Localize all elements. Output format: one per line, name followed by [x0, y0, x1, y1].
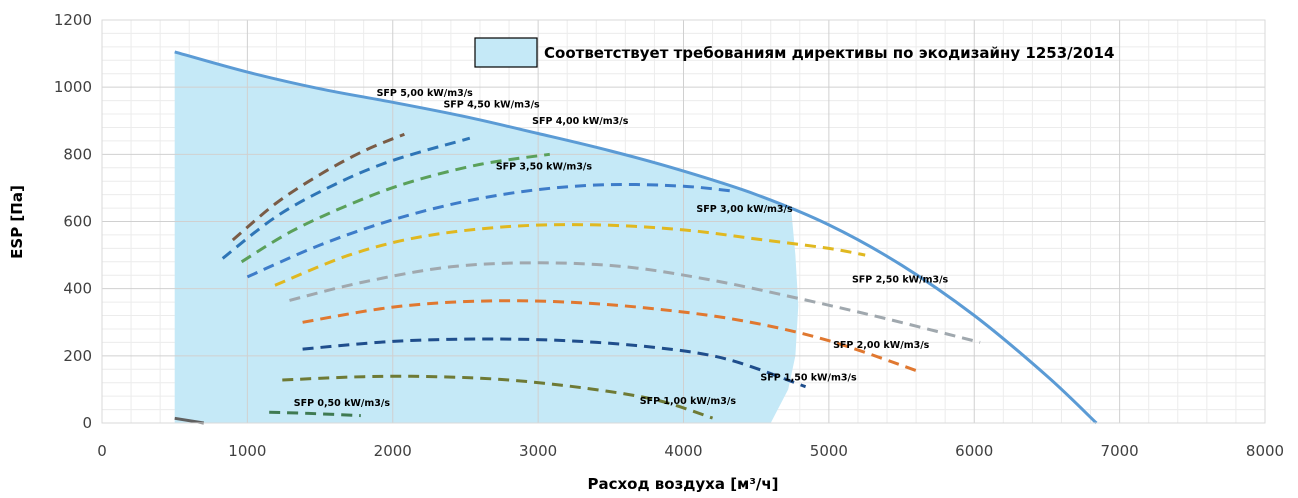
sfp-curve-label: SFP 4,50 kW/m3/s: [443, 99, 540, 110]
sfp-curve: [240, 152, 551, 264]
sfp-curve: [274, 223, 866, 287]
major-gridlines: [102, 20, 1265, 423]
axis-ticks-layer: 0 1000 2000 3000 4000 5000 6000 7000 8000 0 200 400…: [54, 11, 1284, 460]
x-tick-label: 6000: [955, 442, 993, 460]
sfp-curve-label: SFP 2,50 kW/m3/s: [852, 275, 949, 286]
series-layer: [174, 50, 1098, 425]
sfp-curve: [302, 299, 923, 375]
sfp-curve-label: SFP 3,50 kW/m3/s: [496, 161, 593, 172]
sfp-curve-label: SFP 2,00 kW/m3/s: [833, 340, 930, 351]
x-tick-label: 0: [97, 442, 107, 460]
y-tick-label: 200: [63, 347, 92, 365]
plot-frame: [101, 19, 1266, 424]
sfp-curve-label: SFP 1,00 kW/m3/s: [640, 396, 737, 407]
x-tick-label: 2000: [374, 442, 412, 460]
sfp-curve: [289, 261, 981, 344]
compliance-area: [174, 51, 799, 424]
y-axis-label: ESP [Па]: [8, 185, 26, 259]
x-axis-label: Расход воздуха [м³/ч]: [587, 475, 778, 493]
compliance-area-layer: [174, 51, 799, 424]
min-curve: [174, 416, 205, 425]
x-tick-label: 3000: [519, 442, 557, 460]
legend: Соответствует требованиям директивы по э…: [474, 37, 1114, 68]
sfp-curve: [302, 337, 807, 389]
sfp-curve-label: SFP 3,00 kW/m3/s: [696, 204, 793, 215]
sfp-curve-label: SFP 1,50 kW/m3/s: [760, 372, 857, 383]
x-tick-label: 4000: [664, 442, 702, 460]
y-tick-label: 0: [82, 414, 92, 432]
x-tick-label: 7000: [1101, 442, 1139, 460]
legend-label: Соответствует требованиям директивы по э…: [544, 44, 1114, 62]
y-tick-label: 1000: [54, 78, 92, 96]
y-tick-label: 600: [63, 213, 92, 231]
y-tick-label: 400: [63, 280, 92, 298]
sfp-curve-label: SFP 0,50 kW/m3/s: [294, 398, 391, 409]
sfp-curve-label: SFP 4,00 kW/m3/s: [532, 116, 629, 127]
x-tick-label: 5000: [810, 442, 848, 460]
x-tick-label: 1000: [228, 442, 266, 460]
sfp-curve: [221, 136, 471, 260]
sfp-curve: [246, 182, 735, 279]
y-tick-label: 800: [63, 145, 92, 163]
sfp-curve: [231, 132, 405, 242]
sfp-curve: [269, 410, 361, 418]
legend-swatch: [474, 37, 538, 68]
x-tick-label: 8000: [1246, 442, 1284, 460]
sfp-curve-label: SFP 5,00 kW/m3/s: [377, 88, 474, 99]
fan-curve: [174, 50, 1098, 425]
y-tick-label: 1200: [54, 11, 92, 29]
sfp-curve: [282, 374, 714, 420]
